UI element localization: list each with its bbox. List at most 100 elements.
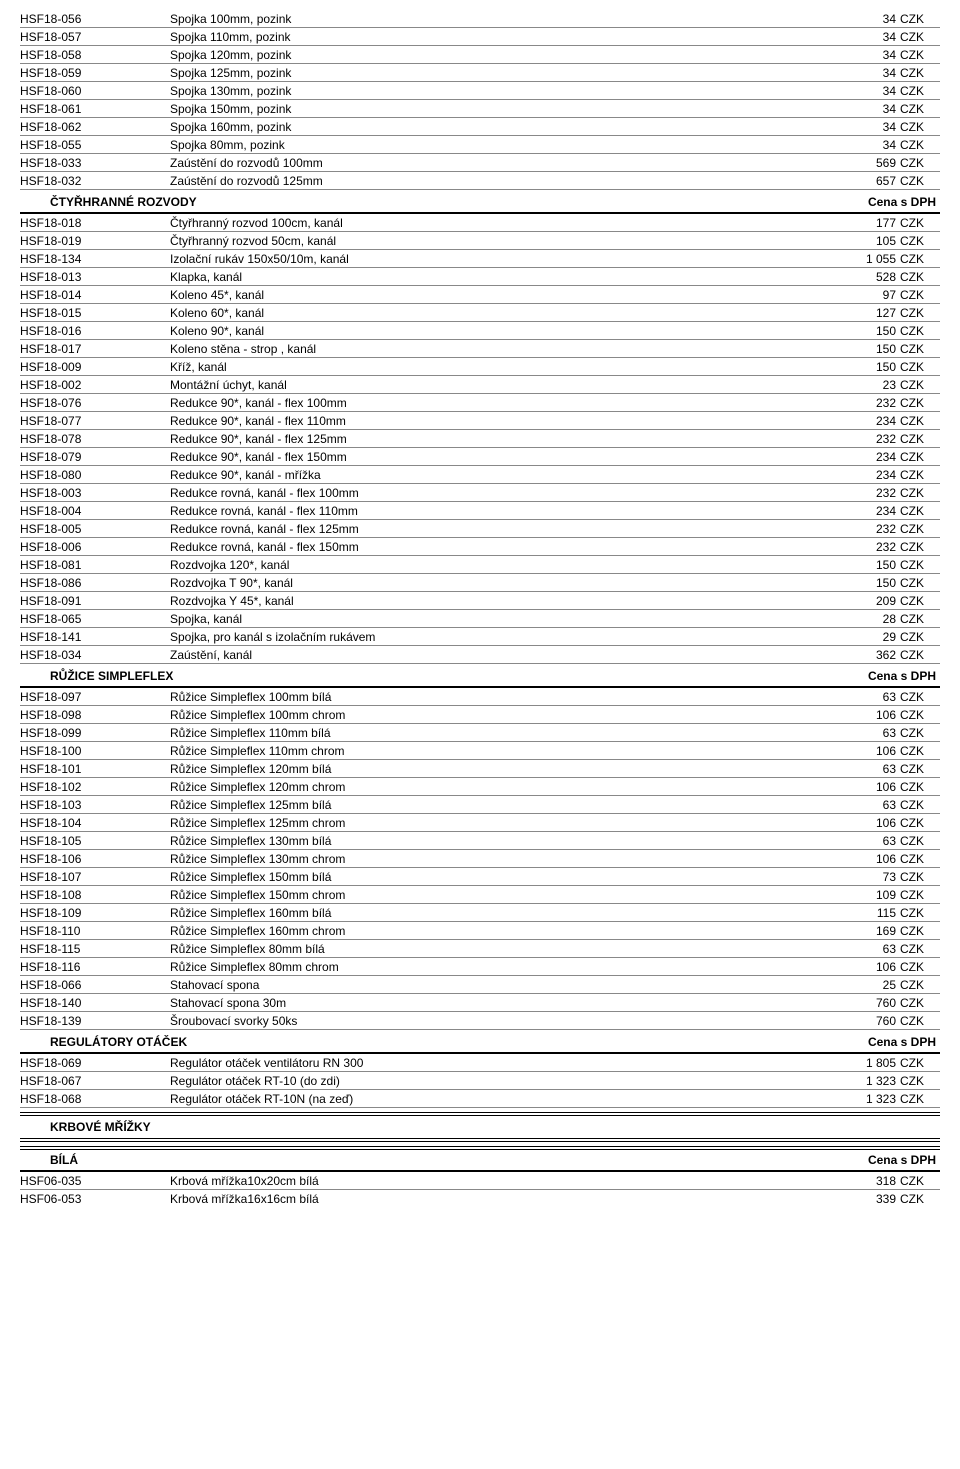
section-group: ČTYŘHRANNÉ ROZVODYCena s DPHHSF18-018Čty…: [20, 192, 940, 664]
table-row: HSF18-140Stahovací spona 30m760CZK: [20, 994, 940, 1012]
product-code: HSF18-019: [20, 234, 170, 248]
currency: CZK: [900, 306, 940, 320]
currency: CZK: [900, 378, 940, 392]
currency: CZK: [900, 816, 940, 830]
currency: CZK: [900, 450, 940, 464]
product-code: HSF18-059: [20, 66, 170, 80]
product-code: HSF18-013: [20, 270, 170, 284]
product-description: Čtyřhranný rozvod 50cm, kanál: [170, 234, 830, 248]
currency: CZK: [900, 432, 940, 446]
product-code: HSF18-139: [20, 1014, 170, 1028]
product-description: Růžice Simpleflex 125mm chrom: [170, 816, 830, 830]
table-row: HSF18-107Růžice Simpleflex 150mm bílá73C…: [20, 868, 940, 886]
product-code: HSF18-002: [20, 378, 170, 392]
table-row: HSF18-086Rozdvojka T 90*, kanál150CZK: [20, 574, 940, 592]
product-description: Spojka 130mm, pozink: [170, 84, 830, 98]
product-description: Koleno 45*, kanál: [170, 288, 830, 302]
product-price: 318: [830, 1174, 900, 1188]
table-row: HSF18-005Redukce rovná, kanál - flex 125…: [20, 520, 940, 538]
product-code: HSF18-079: [20, 450, 170, 464]
currency: CZK: [900, 396, 940, 410]
currency: CZK: [900, 1074, 940, 1088]
product-description: Růžice Simpleflex 100mm chrom: [170, 708, 830, 722]
table-row: HSF18-033Zaústění do rozvodů 100mm569CZK: [20, 154, 940, 172]
currency: CZK: [900, 594, 940, 608]
product-price: 25: [830, 978, 900, 992]
table-row: HSF18-004Redukce rovná, kanál - flex 110…: [20, 502, 940, 520]
product-price: 528: [830, 270, 900, 284]
currency: CZK: [900, 834, 940, 848]
currency: CZK: [900, 996, 940, 1010]
product-code: HSF18-105: [20, 834, 170, 848]
table-row: HSF18-065Spojka, kanál28CZK: [20, 610, 940, 628]
product-code: HSF18-099: [20, 726, 170, 740]
table-row: HSF06-035Krbová mřížka10x20cm bílá318CZK: [20, 1172, 940, 1190]
product-price: 150: [830, 360, 900, 374]
product-code: HSF18-067: [20, 1074, 170, 1088]
product-description: Redukce rovná, kanál - flex 125mm: [170, 522, 830, 536]
product-description: Růžice Simpleflex 110mm chrom: [170, 744, 830, 758]
table-row: HSF18-116Růžice Simpleflex 80mm chrom106…: [20, 958, 940, 976]
product-description: Zaústění do rozvodů 125mm: [170, 174, 830, 188]
product-code: HSF18-004: [20, 504, 170, 518]
table-row: HSF18-059Spojka 125mm, pozink34CZK: [20, 64, 940, 82]
product-price: 63: [830, 762, 900, 776]
table-row: HSF18-076Redukce 90*, kanál - flex 100mm…: [20, 394, 940, 412]
product-code: HSF18-017: [20, 342, 170, 356]
product-code: HSF18-014: [20, 288, 170, 302]
product-description: Šroubovací svorky 50ks: [170, 1014, 830, 1028]
product-description: Spojka 150mm, pozink: [170, 102, 830, 116]
product-code: HSF18-018: [20, 216, 170, 230]
product-description: Redukce 90*, kanál - flex 100mm: [170, 396, 830, 410]
currency: CZK: [900, 486, 940, 500]
product-description: Spojka 80mm, pozink: [170, 138, 830, 152]
product-price: 232: [830, 432, 900, 446]
product-code: HSF18-108: [20, 888, 170, 902]
currency: CZK: [900, 468, 940, 482]
product-price: 232: [830, 522, 900, 536]
product-code: HSF18-003: [20, 486, 170, 500]
product-description: Klapka, kanál: [170, 270, 830, 284]
currency: CZK: [900, 906, 940, 920]
product-price: 234: [830, 414, 900, 428]
product-price: 177: [830, 216, 900, 230]
product-price: 63: [830, 726, 900, 740]
product-price: 339: [830, 1192, 900, 1206]
product-price: 150: [830, 576, 900, 590]
product-description: Růžice Simpleflex 100mm bílá: [170, 690, 830, 704]
product-description: Regulátor otáček ventilátoru RN 300: [170, 1056, 830, 1070]
table-row: HSF18-056Spojka 100mm, pozink34CZK: [20, 10, 940, 28]
currency: CZK: [900, 558, 940, 572]
currency: CZK: [900, 84, 940, 98]
product-price: 34: [830, 30, 900, 44]
product-price: 569: [830, 156, 900, 170]
table-row: HSF18-104Růžice Simpleflex 125mm chrom10…: [20, 814, 940, 832]
currency: CZK: [900, 648, 940, 662]
table-row: HSF18-139Šroubovací svorky 50ks760CZK: [20, 1012, 940, 1030]
currency: CZK: [900, 48, 940, 62]
product-code: HSF18-101: [20, 762, 170, 776]
product-price: 106: [830, 708, 900, 722]
table-row: HSF18-060Spojka 130mm, pozink34CZK: [20, 82, 940, 100]
product-price: 28: [830, 612, 900, 626]
product-description: Redukce 90*, kanál - mřížka: [170, 468, 830, 482]
product-price: 150: [830, 324, 900, 338]
table-row: HSF18-034Zaústění, kanál362CZK: [20, 646, 940, 664]
price-list: HSF18-056Spojka 100mm, pozink34CZK HSF18-…: [20, 10, 940, 1207]
product-price: 1 323: [830, 1074, 900, 1088]
product-price: 1 323: [830, 1092, 900, 1106]
product-price: 150: [830, 558, 900, 572]
product-description: Růžice Simpleflex 150mm bílá: [170, 870, 830, 884]
product-code: HSF18-078: [20, 432, 170, 446]
product-code: HSF18-076: [20, 396, 170, 410]
product-code: HSF18-069: [20, 1056, 170, 1070]
section-header: REGULÁTORY OTÁČEKCena s DPH: [20, 1032, 940, 1054]
table-row: HSF18-003Redukce rovná, kanál - flex 100…: [20, 484, 940, 502]
section-group: HSF18-056Spojka 100mm, pozink34CZK HSF18-…: [20, 10, 940, 190]
product-description: Spojka 110mm, pozink: [170, 30, 830, 44]
table-row: HSF18-006Redukce rovná, kanál - flex 150…: [20, 538, 940, 556]
product-description: Růžice Simpleflex 110mm bílá: [170, 726, 830, 740]
section-title: ČTYŘHRANNÉ ROZVODY: [20, 195, 820, 209]
currency: CZK: [900, 540, 940, 554]
currency: CZK: [900, 924, 940, 938]
